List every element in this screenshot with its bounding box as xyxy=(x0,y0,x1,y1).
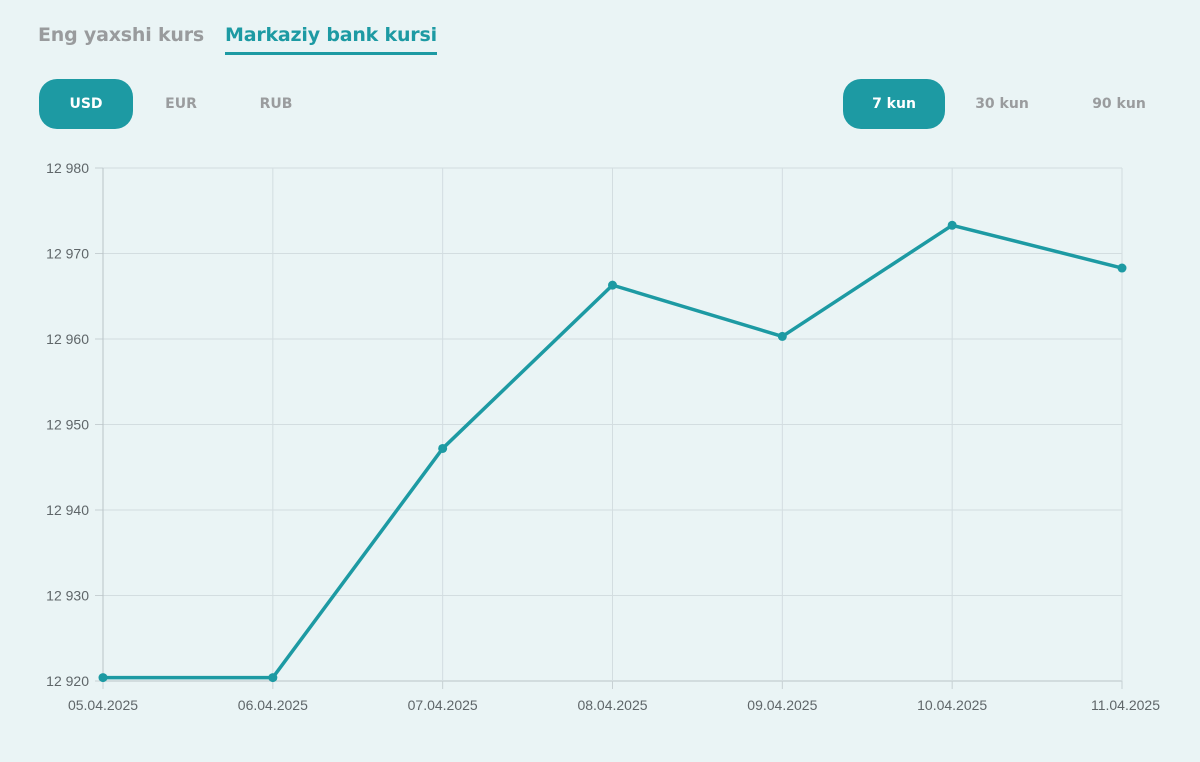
x-tick-label: 11.04.2025 xyxy=(1091,697,1160,713)
period-selector: 7 kun 30 kun 90 kun xyxy=(843,79,1179,129)
y-tick-label: 12 970 xyxy=(46,246,89,262)
y-tick-label: 12 980 xyxy=(46,160,89,176)
currency-usd-button[interactable]: USD xyxy=(39,79,133,129)
currency-rub-button[interactable]: RUB xyxy=(259,96,293,112)
data-point xyxy=(1117,263,1127,273)
line-chart-svg: 12 920 12 930 12 940 12 950 12 960 12 970 12 9… xyxy=(46,160,1160,713)
x-tick-label: 08.04.2025 xyxy=(577,697,647,713)
x-tick-label: 05.04.2025 xyxy=(68,697,138,713)
rate-source-tabs: Eng yaxshi kurs Markaziy bank kursi xyxy=(38,24,437,55)
period-30-days-button[interactable]: 30 kun xyxy=(975,96,1029,112)
x-tick-label: 07.04.2025 xyxy=(408,697,478,713)
y-tick-label: 12 940 xyxy=(46,502,89,518)
y-tick-label: 12 960 xyxy=(46,331,89,347)
data-point xyxy=(438,443,448,453)
currency-selector: USD EUR RUB xyxy=(39,79,323,129)
data-point xyxy=(98,673,108,683)
period-7-days-button[interactable]: 7 kun xyxy=(843,79,945,129)
x-tick-label: 06.04.2025 xyxy=(238,697,308,713)
data-point xyxy=(777,331,787,341)
data-point xyxy=(608,280,617,290)
data-point xyxy=(947,220,957,230)
exchange-rate-chart: 12 920 12 930 12 940 12 950 12 960 12 970 12 9… xyxy=(0,150,1200,730)
y-tick-label: 12 920 xyxy=(46,673,89,689)
x-tick-label: 10.04.2025 xyxy=(917,697,987,713)
tab-central-bank-rate[interactable]: Markaziy bank kursi xyxy=(225,24,437,55)
tab-best-rate[interactable]: Eng yaxshi kurs xyxy=(38,24,204,46)
currency-eur-button[interactable]: EUR xyxy=(165,96,197,112)
data-point xyxy=(268,673,278,683)
period-90-days-button[interactable]: 90 kun xyxy=(1092,96,1146,112)
y-tick-label: 12 930 xyxy=(46,588,89,604)
x-tick-label: 09.04.2025 xyxy=(747,697,817,713)
y-tick-label: 12 950 xyxy=(46,417,89,433)
